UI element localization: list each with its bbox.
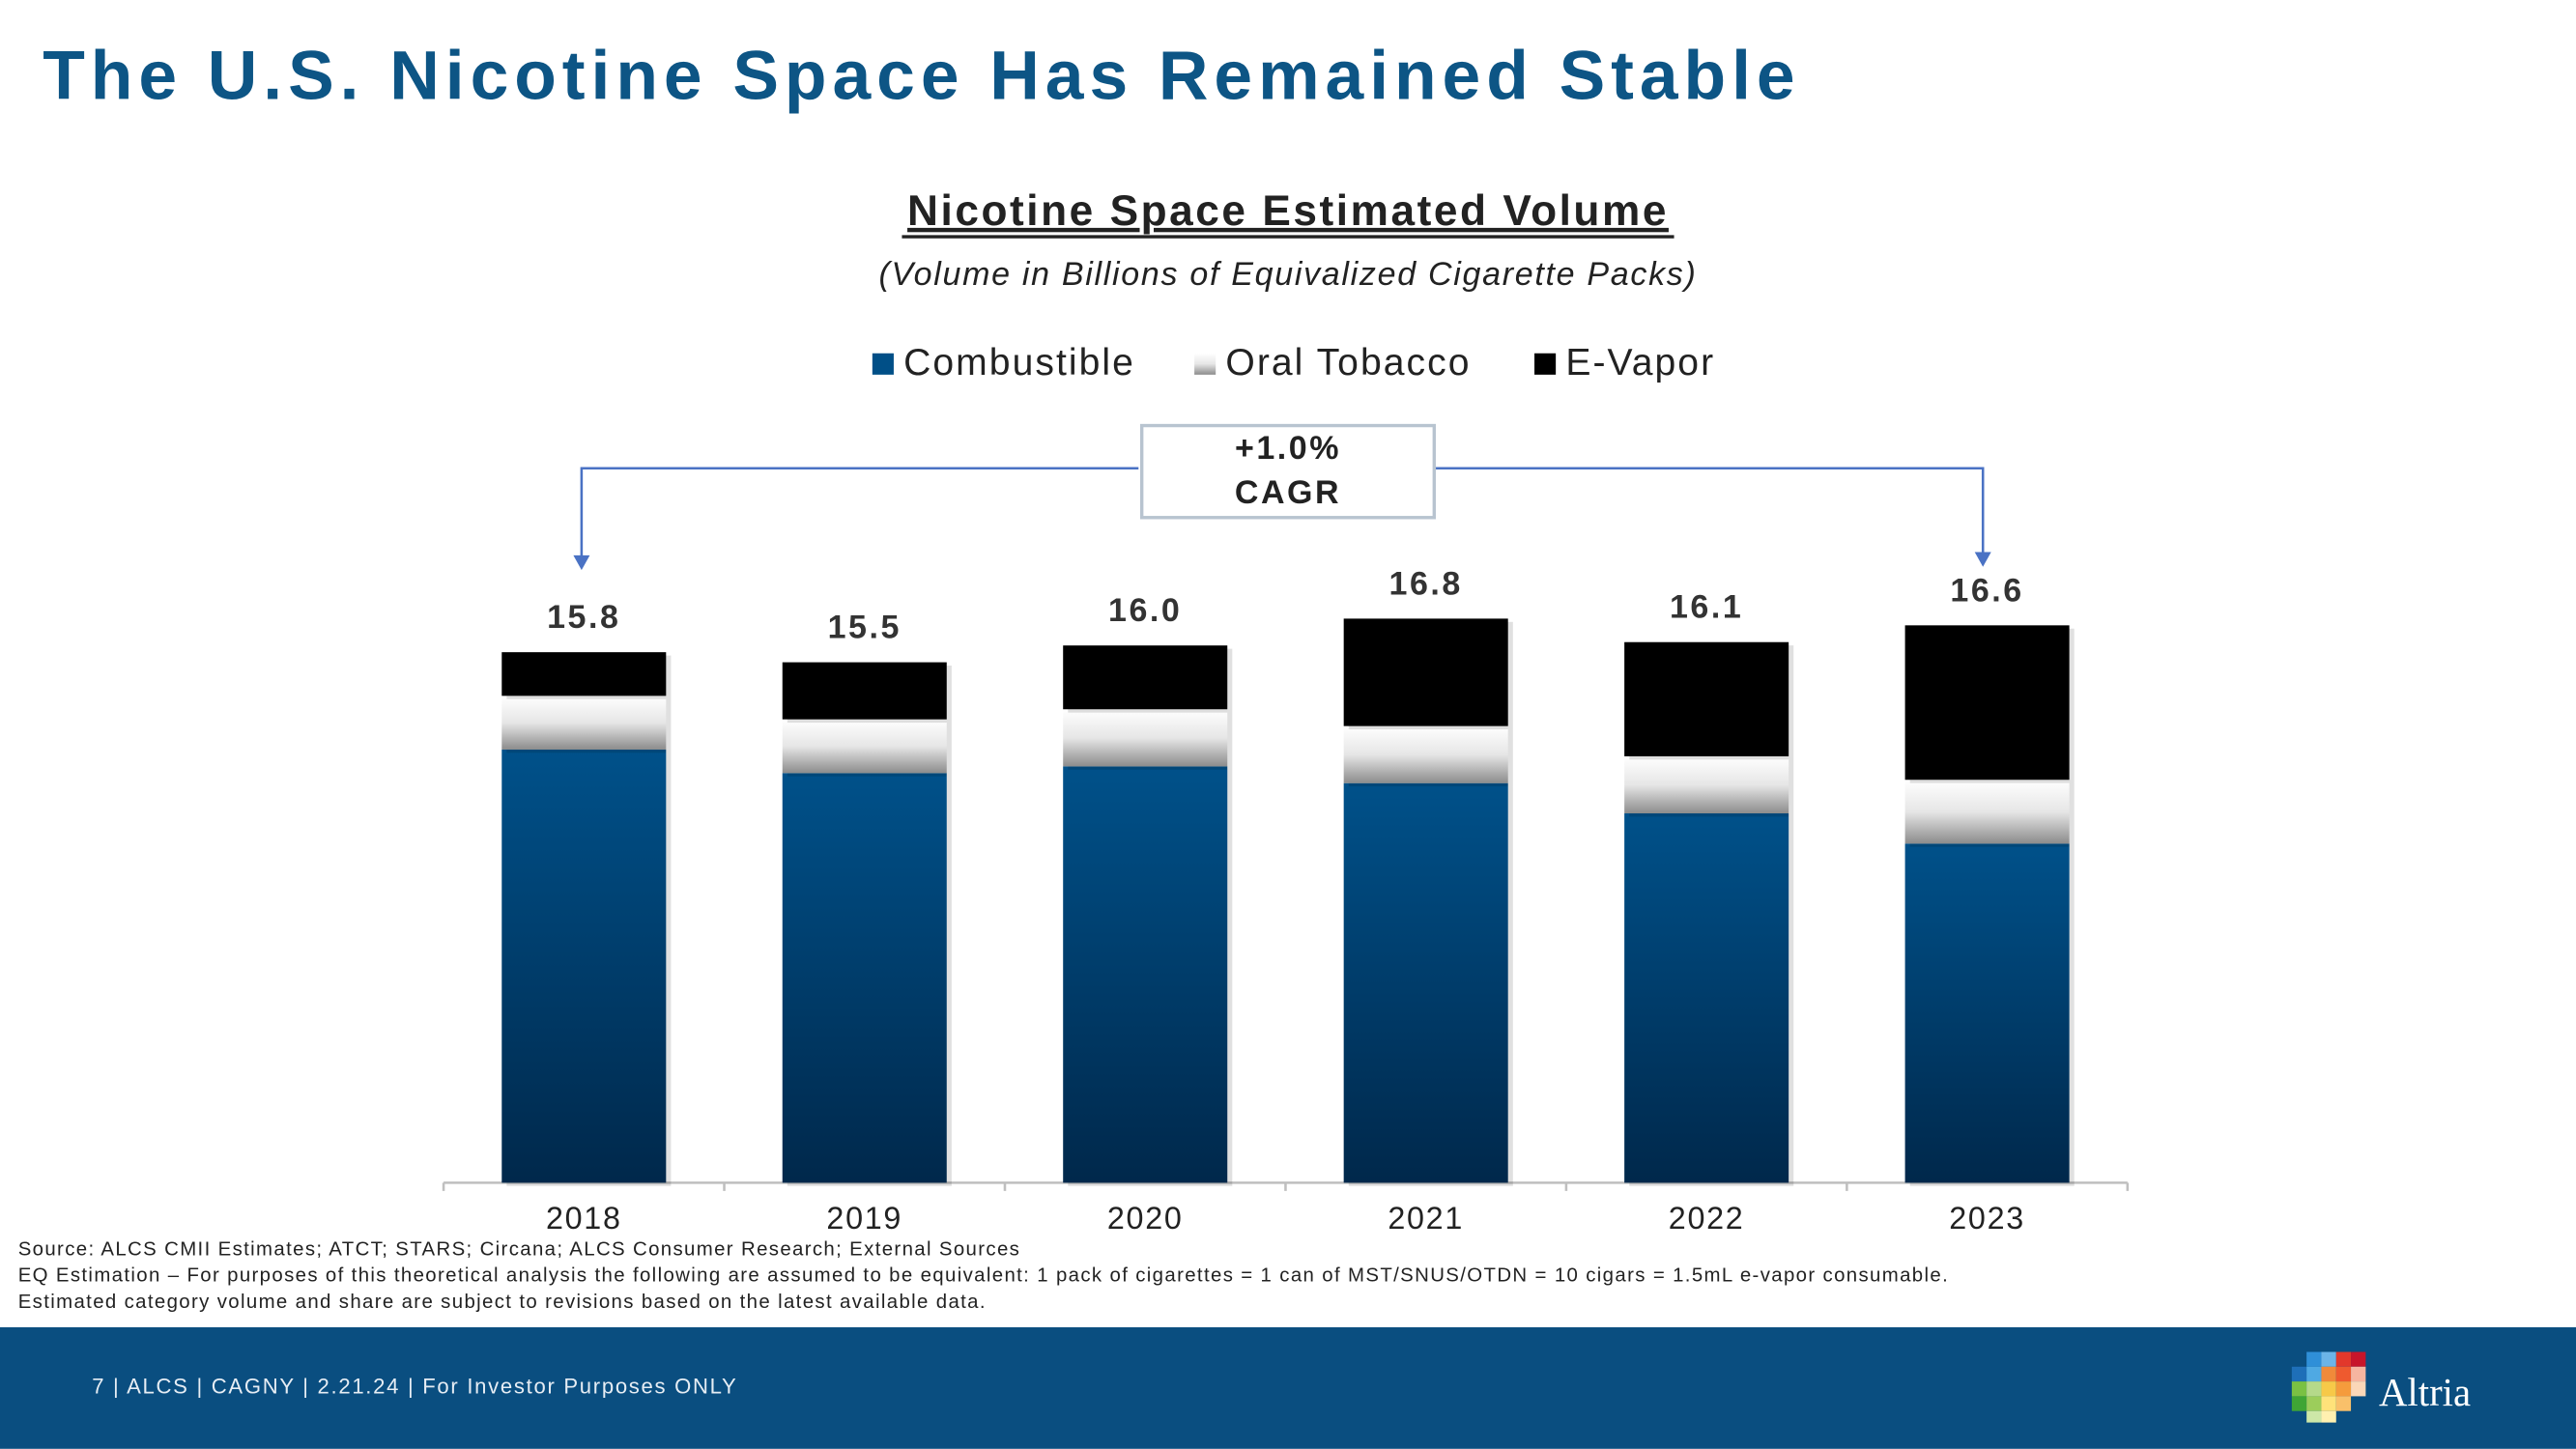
- cagr-box: [1139, 423, 1437, 520]
- bracket-right: [1436, 467, 1985, 559]
- bar-segment: [1904, 843, 2070, 1183]
- x-tick-label: 2021: [1388, 1201, 1464, 1236]
- legend-label: Oral Tobacco: [1225, 342, 1471, 384]
- legend-label: Combustible: [903, 342, 1135, 384]
- bar-segment: [1063, 766, 1228, 1183]
- cagr-label: CAGR: [1235, 474, 1341, 511]
- bar-segment: [1343, 618, 1508, 726]
- bar-segment: [1063, 645, 1228, 710]
- footer-text: 7 | ALCS | CAGNY | 2.21.24 | For Investo…: [92, 1375, 737, 1399]
- bar-segment: [782, 662, 947, 720]
- bar-segment: [1624, 755, 1789, 814]
- bar-segment: [1624, 641, 1789, 756]
- legend-swatch: [872, 353, 894, 375]
- bar-segment: [1343, 782, 1508, 1183]
- bar-segment: [782, 719, 947, 774]
- bar-segment: [782, 773, 947, 1183]
- x-tick-label: 2018: [546, 1201, 622, 1236]
- bar-segment: [501, 652, 667, 696]
- legend-label: E-Vapor: [1565, 342, 1715, 384]
- chart-subtitle: (Volume in Billions of Equivalized Cigar…: [878, 256, 1697, 293]
- x-tick-label: 2020: [1107, 1201, 1184, 1236]
- x-tick-label: 2023: [1949, 1201, 2025, 1236]
- bar-segment: [1343, 725, 1508, 783]
- logo-text: Altria: [2379, 1371, 2471, 1414]
- chart-title: Nicotine Space Estimated Volume: [907, 187, 1669, 235]
- bar-segment: [501, 696, 667, 750]
- total-label: 16.1: [1670, 589, 1743, 626]
- legend-swatch: [1534, 353, 1557, 375]
- arrow-head: [1974, 552, 1991, 567]
- bar-segment: [1904, 625, 2070, 781]
- logo-mark: [2291, 1351, 2366, 1423]
- footer-band: [0, 1326, 2576, 1449]
- source-line: Estimated category volume and share are …: [18, 1292, 987, 1313]
- x-tick-label: 2019: [826, 1201, 902, 1236]
- total-label: 16.0: [1108, 592, 1182, 629]
- bar-segment: [1904, 780, 2070, 844]
- x-tick-label: 2022: [1669, 1201, 1745, 1236]
- bar-segment: [1624, 813, 1789, 1183]
- legend-swatch: [1194, 353, 1216, 375]
- bar-segment: [501, 749, 667, 1183]
- plot: Combustible Oral Tobacco E-Vapor 15.8 2018 15…: [442, 342, 2130, 1236]
- arrow-head: [573, 554, 590, 571]
- total-label: 15.8: [547, 599, 620, 636]
- bar-segment: [1063, 709, 1228, 767]
- total-label: 16.8: [1388, 565, 1462, 602]
- cagr-value: +1.0%: [1235, 430, 1341, 467]
- total-label: 16.6: [1950, 572, 2023, 609]
- slide-title: The U.S. Nicotine Space Has Remained Sta…: [43, 37, 1800, 114]
- source-line: EQ Estimation – For purposes of this the…: [18, 1265, 1949, 1287]
- source-line: Source: ALCS CMII Estimates; ATCT; STARS…: [18, 1238, 1021, 1260]
- bracket-left: [580, 467, 1139, 567]
- total-label: 15.5: [828, 610, 902, 646]
